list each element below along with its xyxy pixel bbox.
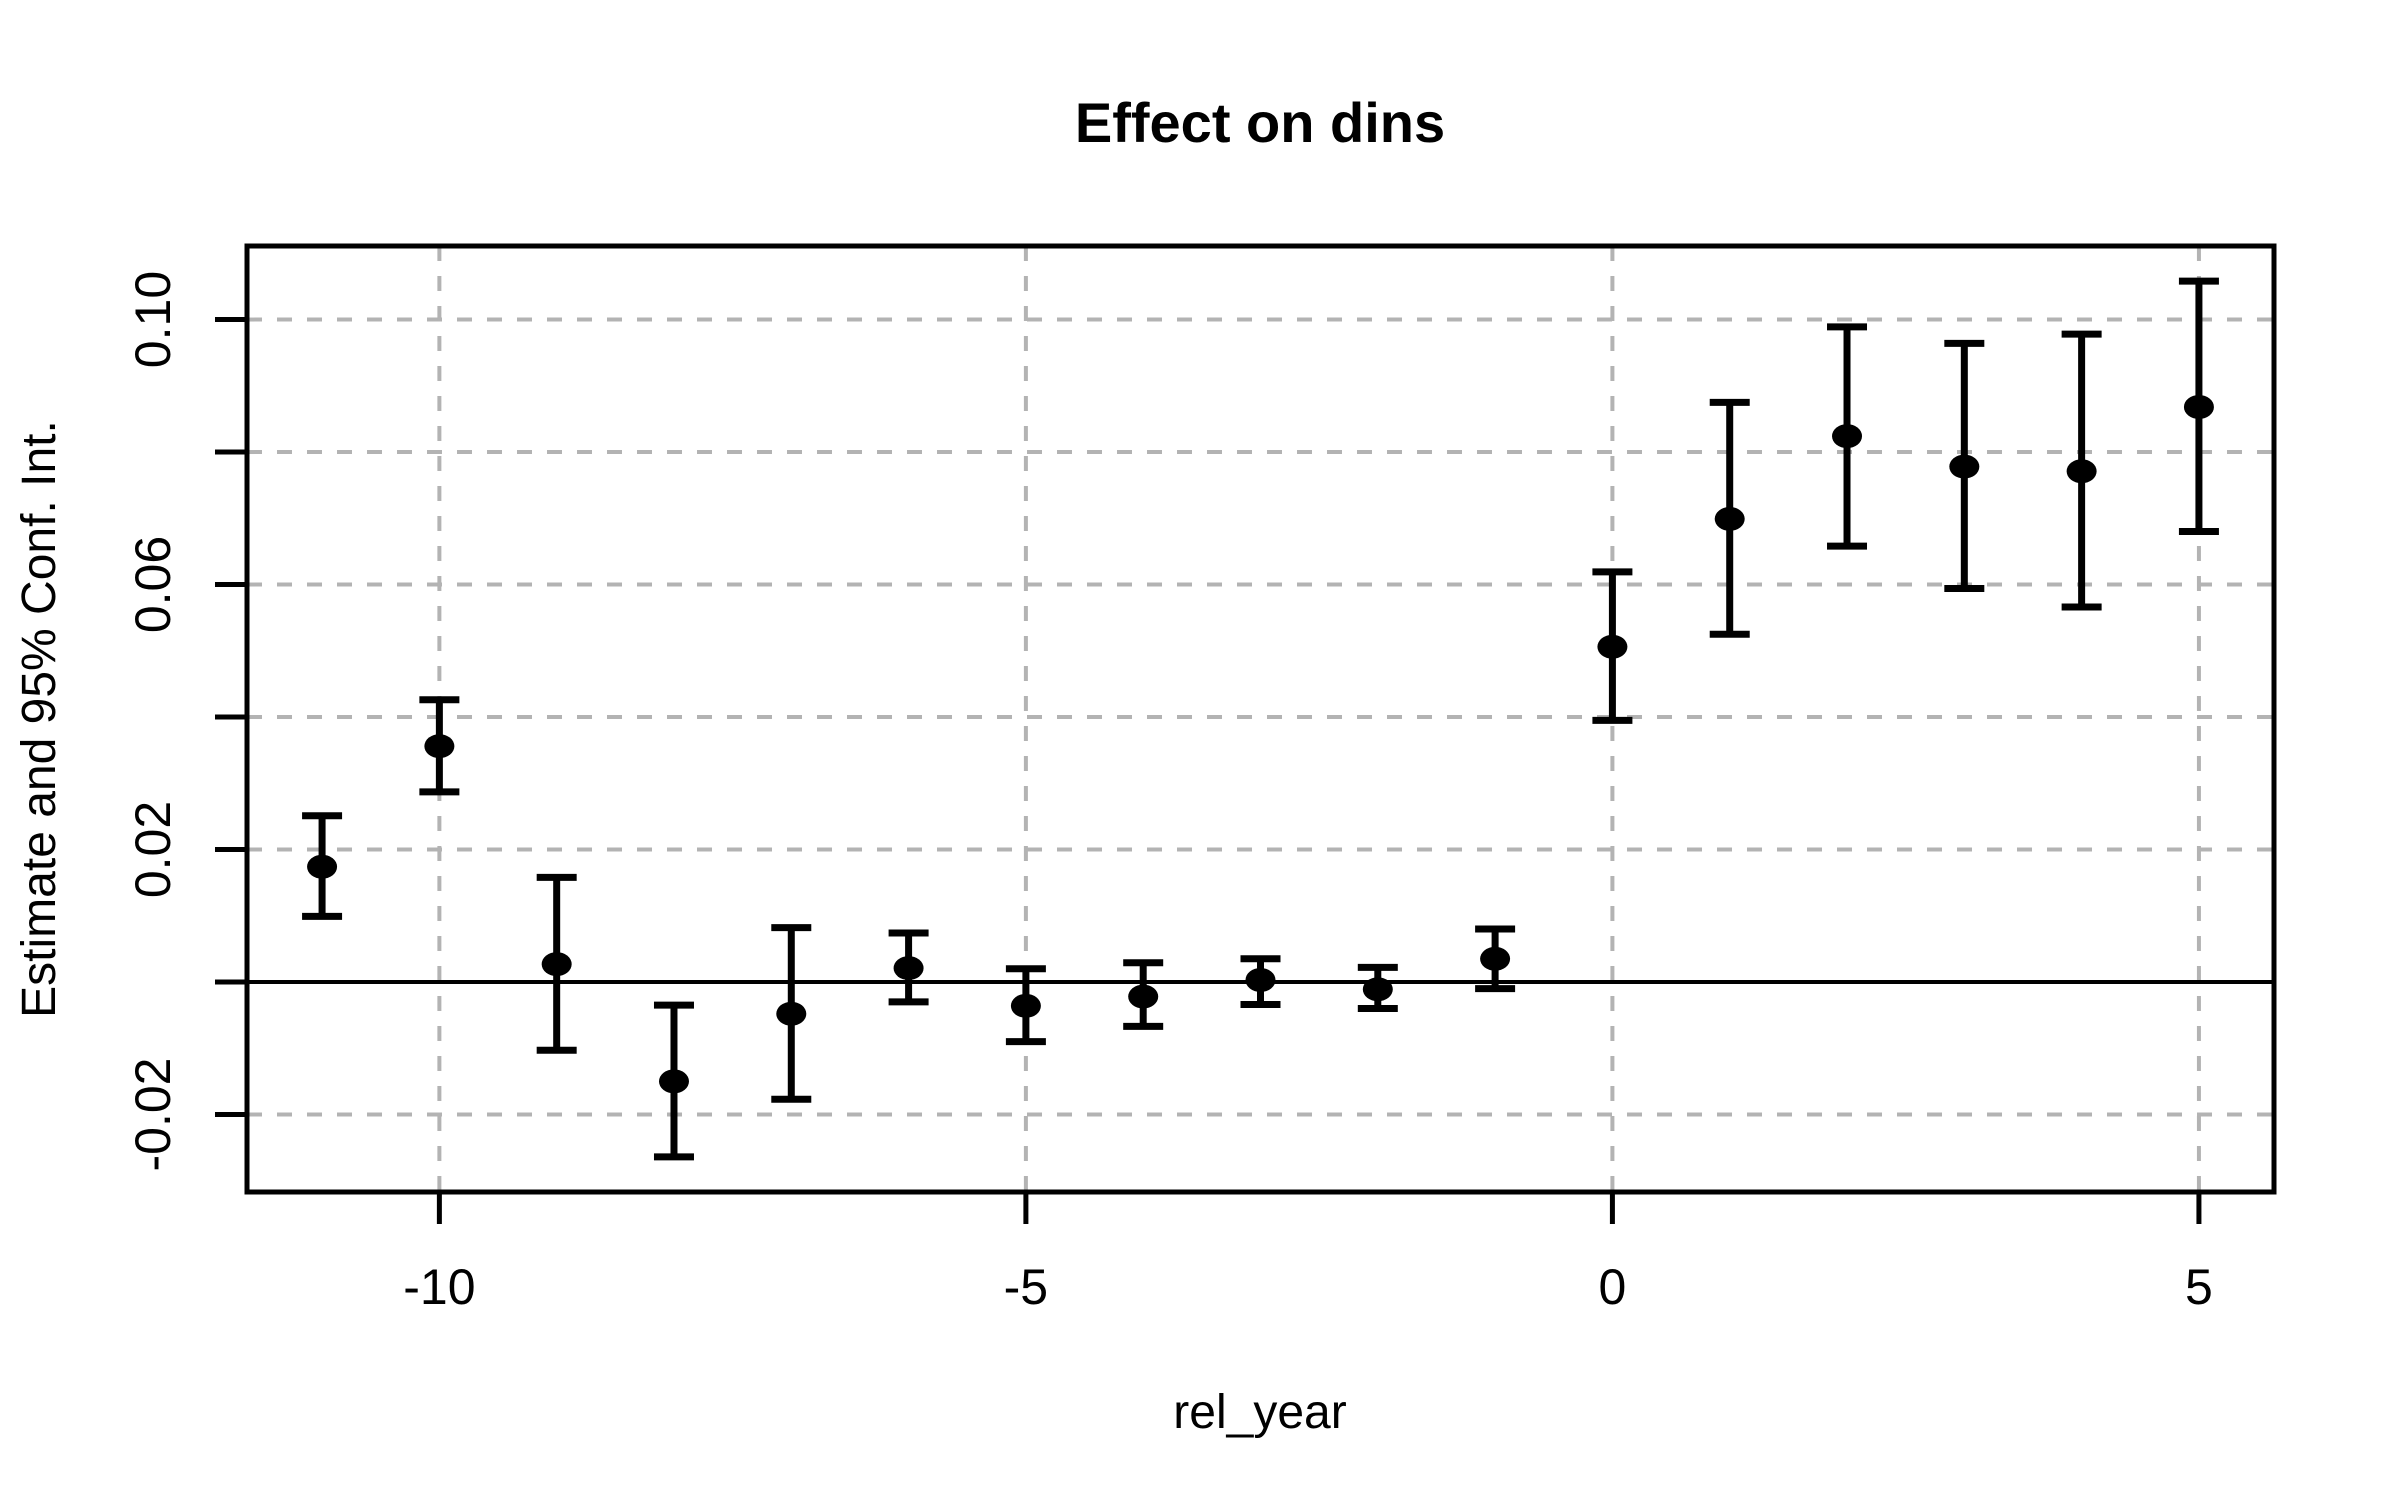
error-bar-group [1475,925,1516,993]
error-bar-group [536,873,577,1054]
error-bar-group [1944,339,1985,592]
axis-layer: -10 -5 0 5 -0.02 0.02 0.06 0.10 [125,243,2277,1315]
data-point [658,1069,689,1094]
error-bar-group [419,696,460,796]
data-point [2183,394,2214,419]
data-layer [302,277,2219,1161]
y-tick-label: 0.02 [125,801,181,898]
data-point [1362,977,1393,1002]
error-bar-group [888,929,929,1006]
data-point [1245,968,1276,993]
data-point [1949,454,1980,479]
error-bar-group [1123,959,1164,1030]
data-point [1832,424,1863,449]
error-bar-group [771,924,812,1103]
error-bar-group [302,812,343,920]
x-tick-label: 5 [2185,1259,2213,1315]
error-bar-group [2178,277,2219,536]
x-tick-label: 0 [1599,1259,1627,1315]
error-bar-group [1005,965,1046,1046]
y-tick-label: -0.02 [125,1058,181,1172]
y-tick-label: 0.10 [125,271,181,368]
x-tick-label: -10 [403,1259,475,1315]
error-bar-group [653,1001,694,1161]
data-point [1597,634,1628,659]
x-axis-label: rel_year [1173,1386,1346,1439]
data-point [1128,984,1159,1009]
data-point [541,952,572,977]
chart-title: Effect on dins [1075,91,1445,154]
data-point [307,854,338,879]
data-point [1480,946,1511,971]
error-bar-group [1709,398,1750,638]
y-axis-label: Estimate and 95% Conf. Int. [13,420,66,1018]
error-bar-group [2061,330,2102,611]
x-tick-label: -5 [1004,1259,1048,1315]
data-point [424,734,455,759]
error-bar-group [1592,568,1633,724]
error-bar-group [1240,955,1281,1009]
error-bar-group [1357,963,1398,1012]
data-point [776,1001,807,1026]
data-point [1010,993,1041,1018]
y-tick-label: 0.06 [125,536,181,633]
data-point [2066,459,2097,484]
error-bar-group [1827,323,1868,550]
data-point [893,956,924,981]
data-point [1714,506,1745,531]
